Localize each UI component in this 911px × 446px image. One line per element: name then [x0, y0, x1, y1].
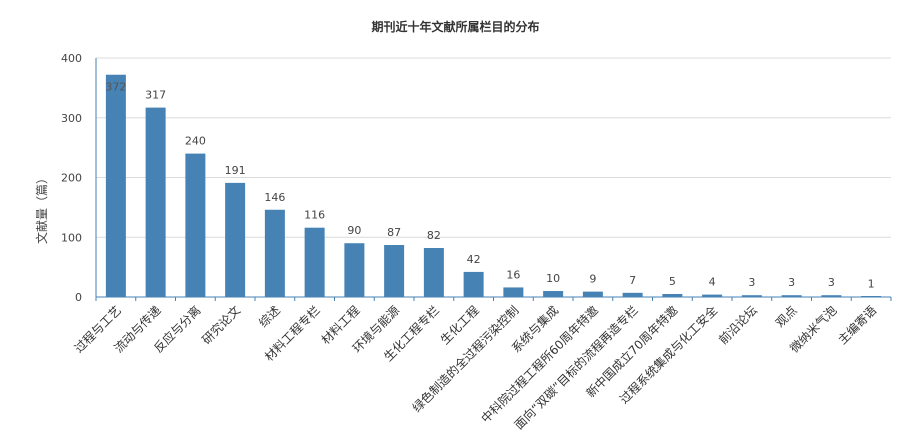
y-tick-label: 400: [61, 52, 82, 65]
bar: [463, 271, 484, 297]
grid-layer: [96, 57, 891, 238]
bar: [702, 294, 723, 297]
bar: [423, 248, 444, 297]
bar: [344, 243, 365, 297]
data-label: 3: [748, 276, 755, 289]
bar: [821, 295, 842, 297]
x-tick-label: 研究论文: [199, 303, 244, 348]
bar-layer: [105, 74, 882, 297]
bar: [622, 292, 643, 297]
y-tick-label: 100: [61, 231, 82, 244]
x-tick-label: 观点: [773, 303, 800, 330]
data-label: 4: [709, 276, 716, 289]
data-label: 82: [427, 229, 441, 242]
x-tick-label: 前沿论坛: [715, 303, 760, 348]
data-label: 42: [467, 253, 481, 266]
bar: [384, 245, 405, 297]
data-label: 3: [788, 276, 795, 289]
chart-title: 期刊近十年文献所属栏目的分布: [371, 20, 540, 34]
bar: [741, 295, 762, 297]
bar: [781, 295, 802, 297]
data-label: 3: [828, 276, 835, 289]
data-label: 372: [105, 81, 126, 94]
data-label: 240: [185, 135, 206, 148]
bar: [145, 107, 166, 297]
x-tick-label: 综述: [256, 303, 283, 330]
data-label: 5: [669, 275, 676, 288]
bar: [304, 227, 325, 297]
data-label: 191: [225, 164, 246, 177]
y-tick-label: 300: [61, 112, 82, 125]
data-label: 16: [506, 268, 520, 281]
bar: [264, 209, 285, 297]
bar: [582, 291, 603, 297]
data-label: 1: [868, 277, 875, 290]
x-tick-label: 主编寄语: [835, 303, 880, 348]
data-label: 146: [264, 191, 285, 204]
data-label: 317: [145, 89, 166, 102]
y-tick-label: 0: [75, 291, 82, 304]
bar: [185, 153, 206, 297]
data-label: 7: [629, 274, 636, 287]
bar: [105, 74, 126, 297]
data-label: 9: [589, 273, 596, 286]
value-label-layer: 372 317 240 191 146 116 90 87 82 42 16 10 9 7 5 4 3 3 3 1: [105, 81, 874, 291]
bar: [225, 182, 246, 297]
y-axis-label: 文献量（篇）: [34, 172, 49, 244]
data-label: 90: [347, 224, 361, 237]
bar: [662, 294, 683, 297]
data-label: 116: [304, 209, 325, 222]
y-tick-label: 200: [61, 172, 82, 185]
data-label: 10: [546, 272, 560, 285]
data-label: 87: [387, 226, 401, 239]
bar: [503, 287, 524, 297]
bar: [543, 291, 564, 297]
